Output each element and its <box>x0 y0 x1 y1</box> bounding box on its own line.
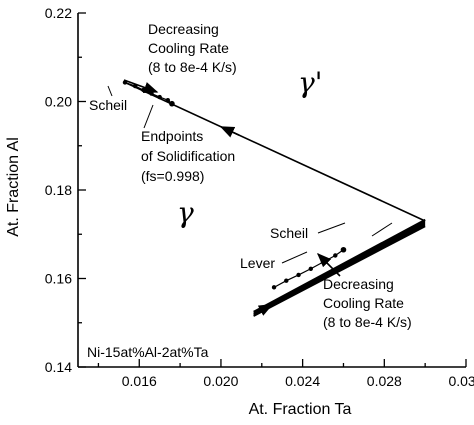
decreasing-top-line-2: Cooling Rate <box>148 40 229 56</box>
y-tick-label: 0.22 <box>45 5 72 21</box>
series-line-liquid-path <box>124 81 426 222</box>
lever-leader <box>281 251 308 264</box>
y-tick-label: 0.16 <box>45 271 72 287</box>
endpoints-upper-left-line <box>124 81 173 105</box>
y-tick-label: 0.14 <box>45 359 72 375</box>
axes: 0.14 0.16 0.18 0.20 0.22 0.016 0.020 0.024 0.028… <box>45 5 474 389</box>
y-axis-label: At. Fraction Al <box>5 137 22 237</box>
endpoints-line-1: Endpoints <box>141 128 203 144</box>
scheil-right-label: Scheil <box>270 225 308 241</box>
x-tick-label: 0.028 <box>367 373 402 389</box>
decreasing-bottom-line-3: (8 to 8e-4 K/s) <box>323 314 412 330</box>
x-tick-label: 0.016 <box>122 373 157 389</box>
endpoints-line-3: (fs=0.998) <box>141 168 204 184</box>
decreasing-top-line-1: Decreasing <box>148 21 219 37</box>
decreasing-bottom-line-2: Cooling Rate <box>323 295 404 311</box>
chart-marks <box>107 79 426 317</box>
endpoints-line-2: of Solidification <box>141 148 235 164</box>
decreasing-bottom-arrow <box>316 252 341 277</box>
scheil-right-leader <box>317 222 346 234</box>
x-tick-label: 0.020 <box>203 373 238 389</box>
apex-leader <box>371 222 393 237</box>
liquid-path-arrow <box>219 126 240 138</box>
composition-label: Ni-15at%Al-2at%Ta <box>87 344 209 360</box>
x-axis-label: At. Fraction Ta <box>249 401 352 418</box>
phase-gamma-label: γ <box>177 196 194 229</box>
endpoints-lower-right-line <box>273 249 344 288</box>
endpoints-leader <box>143 104 154 129</box>
lever-label: Lever <box>240 255 275 271</box>
decreasing-top-line-3: (8 to 8e-4 K/s) <box>148 59 237 75</box>
solid-band-arrow <box>253 303 274 316</box>
decreasing-top-arrow <box>123 79 159 93</box>
phase-gamma-prime-label: γ' <box>298 66 322 99</box>
solid-band-fill <box>253 219 426 317</box>
scheil-top-leader <box>107 85 113 97</box>
x-tick-label: 0.024 <box>285 373 320 389</box>
x-tick-label: 0.032 <box>448 373 474 389</box>
y-tick-label: 0.20 <box>45 94 72 110</box>
y-tick-label: 0.18 <box>45 182 72 198</box>
decreasing-bottom-line-1: Decreasing <box>323 276 394 292</box>
scheil-top-label: Scheil <box>89 97 127 113</box>
